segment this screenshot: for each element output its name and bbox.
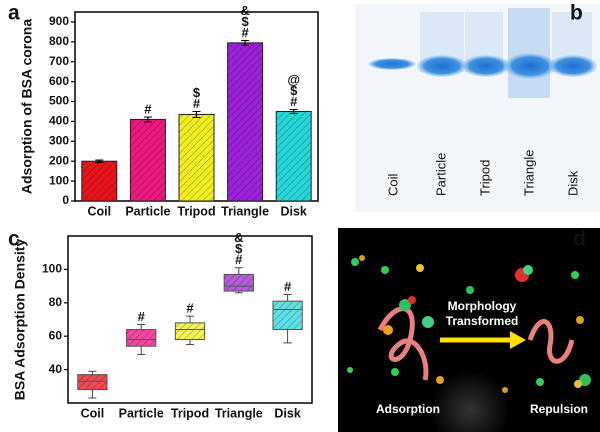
gel-smear — [508, 8, 550, 98]
panel-label: c — [8, 228, 20, 251]
panel-label: a — [8, 2, 20, 25]
y-tick-label: 800 — [49, 34, 69, 48]
box-hatch — [77, 374, 108, 390]
box-hatch — [126, 329, 156, 347]
significance-mark: # — [193, 96, 201, 111]
significance-mark: @ — [287, 72, 300, 87]
significance-mark: & — [240, 3, 249, 18]
y-tick-label: 400 — [49, 114, 69, 128]
x-tick-label: Tripod — [177, 204, 215, 218]
glow — [430, 370, 510, 432]
lane-label: Triangle — [521, 150, 536, 196]
x-tick-label: Coil — [87, 204, 111, 218]
bar-hatch — [130, 119, 166, 201]
bar-hatch — [81, 161, 117, 201]
y-tick-label: 600 — [49, 74, 69, 88]
y-tick-label: 500 — [49, 94, 69, 108]
significance-mark: $ — [235, 241, 243, 256]
y-axis-title: BSA Adsorption Density — [12, 239, 28, 401]
proteins — [347, 255, 591, 393]
y-tick-label: 200 — [49, 153, 69, 167]
box-hatch — [175, 322, 205, 340]
significance-mark: # — [290, 94, 298, 109]
y-tick-label: 60 — [49, 328, 63, 342]
y-tick-label: 100 — [49, 173, 69, 187]
x-tick-label: Tripod — [171, 406, 209, 420]
significance-mark: $ — [241, 14, 249, 29]
significance-mark: # — [186, 301, 194, 316]
ribbon — [527, 319, 575, 364]
lane-label: Coil — [385, 173, 400, 196]
arrow-label: Morphology — [448, 299, 517, 313]
panel-label: d — [573, 228, 586, 251]
gel-band — [549, 55, 597, 77]
x-tick-label: Disk — [274, 406, 300, 420]
x-tick-label: Particle — [125, 204, 170, 218]
significance-mark: # — [241, 25, 249, 40]
y-tick-label: 100 — [42, 262, 62, 276]
significance-mark: $ — [290, 83, 298, 98]
right-label: Repulsion — [530, 402, 588, 416]
box-hatch — [224, 274, 254, 292]
y-tick-label: 700 — [49, 54, 69, 68]
significance-mark: # — [138, 309, 146, 324]
illustration-panel — [338, 228, 600, 432]
y-tick-label: 0 — [62, 193, 69, 207]
significance-mark: # — [235, 252, 243, 267]
x-tick-label: Triangle — [221, 204, 269, 218]
plot-frame — [67, 235, 313, 404]
box-hatch — [272, 301, 303, 330]
x-tick-label: Disk — [280, 204, 306, 218]
bar-hatch — [227, 42, 263, 202]
x-tick-label: Coil — [81, 406, 105, 420]
lane-label: Particle — [433, 153, 448, 196]
y-axis-title: Adsorption of BSA corona — [19, 19, 35, 194]
bar-hatch — [276, 111, 312, 201]
lane-label: Disk — [565, 170, 580, 196]
y-tick-label: 300 — [49, 133, 69, 147]
significance-mark: $ — [193, 85, 201, 100]
y-tick-label: 40 — [49, 362, 63, 376]
significance-mark: & — [234, 230, 243, 245]
lane-label: Tripod — [477, 160, 492, 196]
x-tick-label: Particle — [119, 406, 164, 420]
panel-label: b — [570, 2, 583, 25]
arrow-label: Transformed — [446, 314, 519, 328]
significance-mark: # — [284, 279, 292, 294]
gel-band — [368, 58, 416, 70]
left-label: Adsorption — [376, 402, 440, 416]
x-tick-label: Triangle — [215, 406, 263, 420]
gel-panel — [355, 4, 600, 212]
y-tick-label: 80 — [49, 295, 63, 309]
bar-hatch — [179, 114, 214, 201]
gel-band — [417, 55, 467, 77]
significance-mark: # — [144, 101, 152, 116]
gel-band — [504, 53, 556, 79]
y-tick-label: 900 — [49, 14, 69, 28]
arrow-head — [510, 331, 526, 349]
gel-band — [462, 55, 510, 77]
